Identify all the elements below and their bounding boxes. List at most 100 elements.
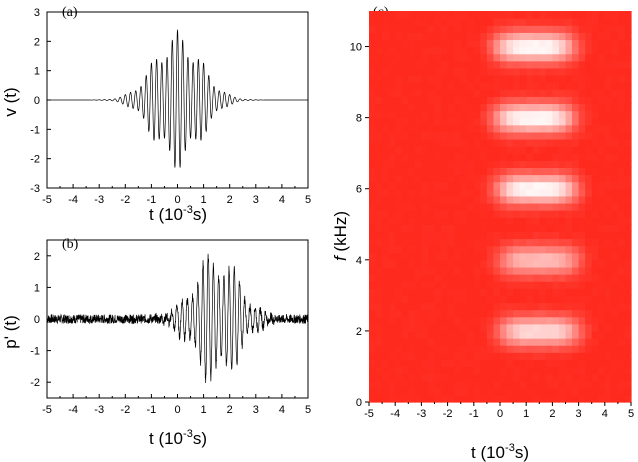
panel-b-xticks: -5 -4 -3 -2 -1 0 1 2 3 4 5 xyxy=(42,394,311,416)
heatmap-cell xyxy=(454,160,462,168)
heatmap-cell xyxy=(395,11,403,19)
heatmap-cell xyxy=(552,195,560,204)
heatmap-cell xyxy=(369,181,377,190)
heatmap-cell xyxy=(427,266,436,275)
heatmap-cell xyxy=(552,345,560,353)
heatmap-cell xyxy=(500,39,508,48)
heatmap-cell xyxy=(441,67,449,76)
heatmap-cell xyxy=(519,295,527,304)
heatmap-cell xyxy=(539,352,547,360)
heatmap-cell xyxy=(493,323,501,332)
heatmap-cell xyxy=(598,39,606,48)
heatmap-cell xyxy=(454,110,462,119)
heatmap-cell xyxy=(388,238,396,247)
heatmap-cell xyxy=(604,202,612,211)
heatmap-cell xyxy=(369,394,377,403)
heatmap-cell xyxy=(539,188,547,197)
heatmap-cell xyxy=(526,46,534,55)
heatmap-cell xyxy=(572,181,580,190)
heatmap-cell xyxy=(578,288,586,296)
heatmap-cell xyxy=(578,202,586,211)
heatmap-cell xyxy=(519,103,527,112)
heatmap-cell xyxy=(611,338,619,346)
heatmap-cell xyxy=(382,195,390,204)
heatmap-cell xyxy=(388,153,396,161)
heatmap-cell xyxy=(519,202,527,211)
heatmap-cell xyxy=(427,103,436,112)
heatmap-cell xyxy=(369,74,377,83)
heatmap-cell xyxy=(585,110,593,119)
heatmap-cell xyxy=(493,394,501,403)
heatmap-cell xyxy=(480,124,488,133)
heatmap-cell xyxy=(591,295,599,304)
heatmap-cell xyxy=(506,316,514,325)
heatmap-cell xyxy=(395,252,403,261)
heatmap-cell xyxy=(604,110,612,119)
heatmap-cell xyxy=(526,117,534,126)
heatmap-cell xyxy=(493,302,501,311)
heatmap-cell xyxy=(454,359,462,368)
heatmap-cell xyxy=(624,153,632,161)
heatmap-cell xyxy=(591,252,599,261)
heatmap-cell xyxy=(552,352,560,360)
heatmap-cell xyxy=(552,238,560,247)
heatmap-cell xyxy=(572,138,580,147)
heatmap-cell xyxy=(624,252,632,261)
heatmap-cell xyxy=(617,124,626,133)
heatmap-cell xyxy=(617,394,626,403)
heatmap-cell xyxy=(598,380,606,389)
heatmap-cell xyxy=(480,231,488,240)
heatmap-cell xyxy=(532,330,540,339)
heatmap-cell xyxy=(480,309,488,318)
heatmap-cell xyxy=(375,345,383,353)
heatmap-cell xyxy=(414,345,422,353)
heatmap-cell xyxy=(375,188,383,197)
heatmap-cell xyxy=(441,110,449,119)
heatmap-cell xyxy=(493,195,501,204)
heatmap-cell xyxy=(572,394,580,403)
heatmap-cell xyxy=(624,46,632,55)
heatmap-cell xyxy=(486,259,495,268)
heatmap-cell xyxy=(388,53,396,62)
heatmap-cell xyxy=(585,202,593,211)
heatmap-cell xyxy=(500,181,508,190)
heatmap-cell xyxy=(486,380,495,389)
heatmap-cell xyxy=(617,60,626,69)
heatmap-cell xyxy=(441,323,449,332)
heatmap-cell xyxy=(545,160,553,168)
heatmap-cell xyxy=(414,167,422,176)
heatmap-cell xyxy=(454,89,462,97)
heatmap-cell xyxy=(421,316,429,325)
heatmap-cell xyxy=(558,181,567,190)
heatmap-cell xyxy=(624,124,632,133)
heatmap-cell xyxy=(624,103,632,112)
heatmap-cell xyxy=(598,117,606,126)
heatmap-cell xyxy=(369,131,377,140)
heatmap-cell xyxy=(480,366,488,375)
panel-c-xlabel: t (10-3s) xyxy=(471,442,529,462)
heatmap-cell xyxy=(493,274,501,282)
heatmap-cell xyxy=(473,131,481,140)
heatmap-cell xyxy=(604,288,612,296)
y-tick-label: 10 xyxy=(350,42,362,54)
heatmap-cell xyxy=(388,231,396,240)
heatmap-cell xyxy=(572,387,580,396)
heatmap-cell xyxy=(395,380,403,389)
heatmap-cell xyxy=(513,202,521,211)
heatmap-cell xyxy=(473,202,481,211)
heatmap-cell xyxy=(493,82,501,90)
heatmap-cell xyxy=(572,103,580,112)
heatmap-cell xyxy=(500,32,508,41)
heatmap-cell xyxy=(572,60,580,69)
heatmap-cell xyxy=(414,252,422,261)
heatmap-cell xyxy=(578,295,586,304)
heatmap-cell xyxy=(493,60,501,69)
heatmap-cell xyxy=(539,380,547,389)
heatmap-cell xyxy=(565,131,573,140)
heatmap-cell xyxy=(480,25,488,33)
heatmap-cell xyxy=(624,366,632,375)
heatmap-cell xyxy=(441,32,449,41)
heatmap-cell xyxy=(493,316,501,325)
heatmap-cell xyxy=(467,366,475,375)
heatmap-cell xyxy=(375,32,383,41)
